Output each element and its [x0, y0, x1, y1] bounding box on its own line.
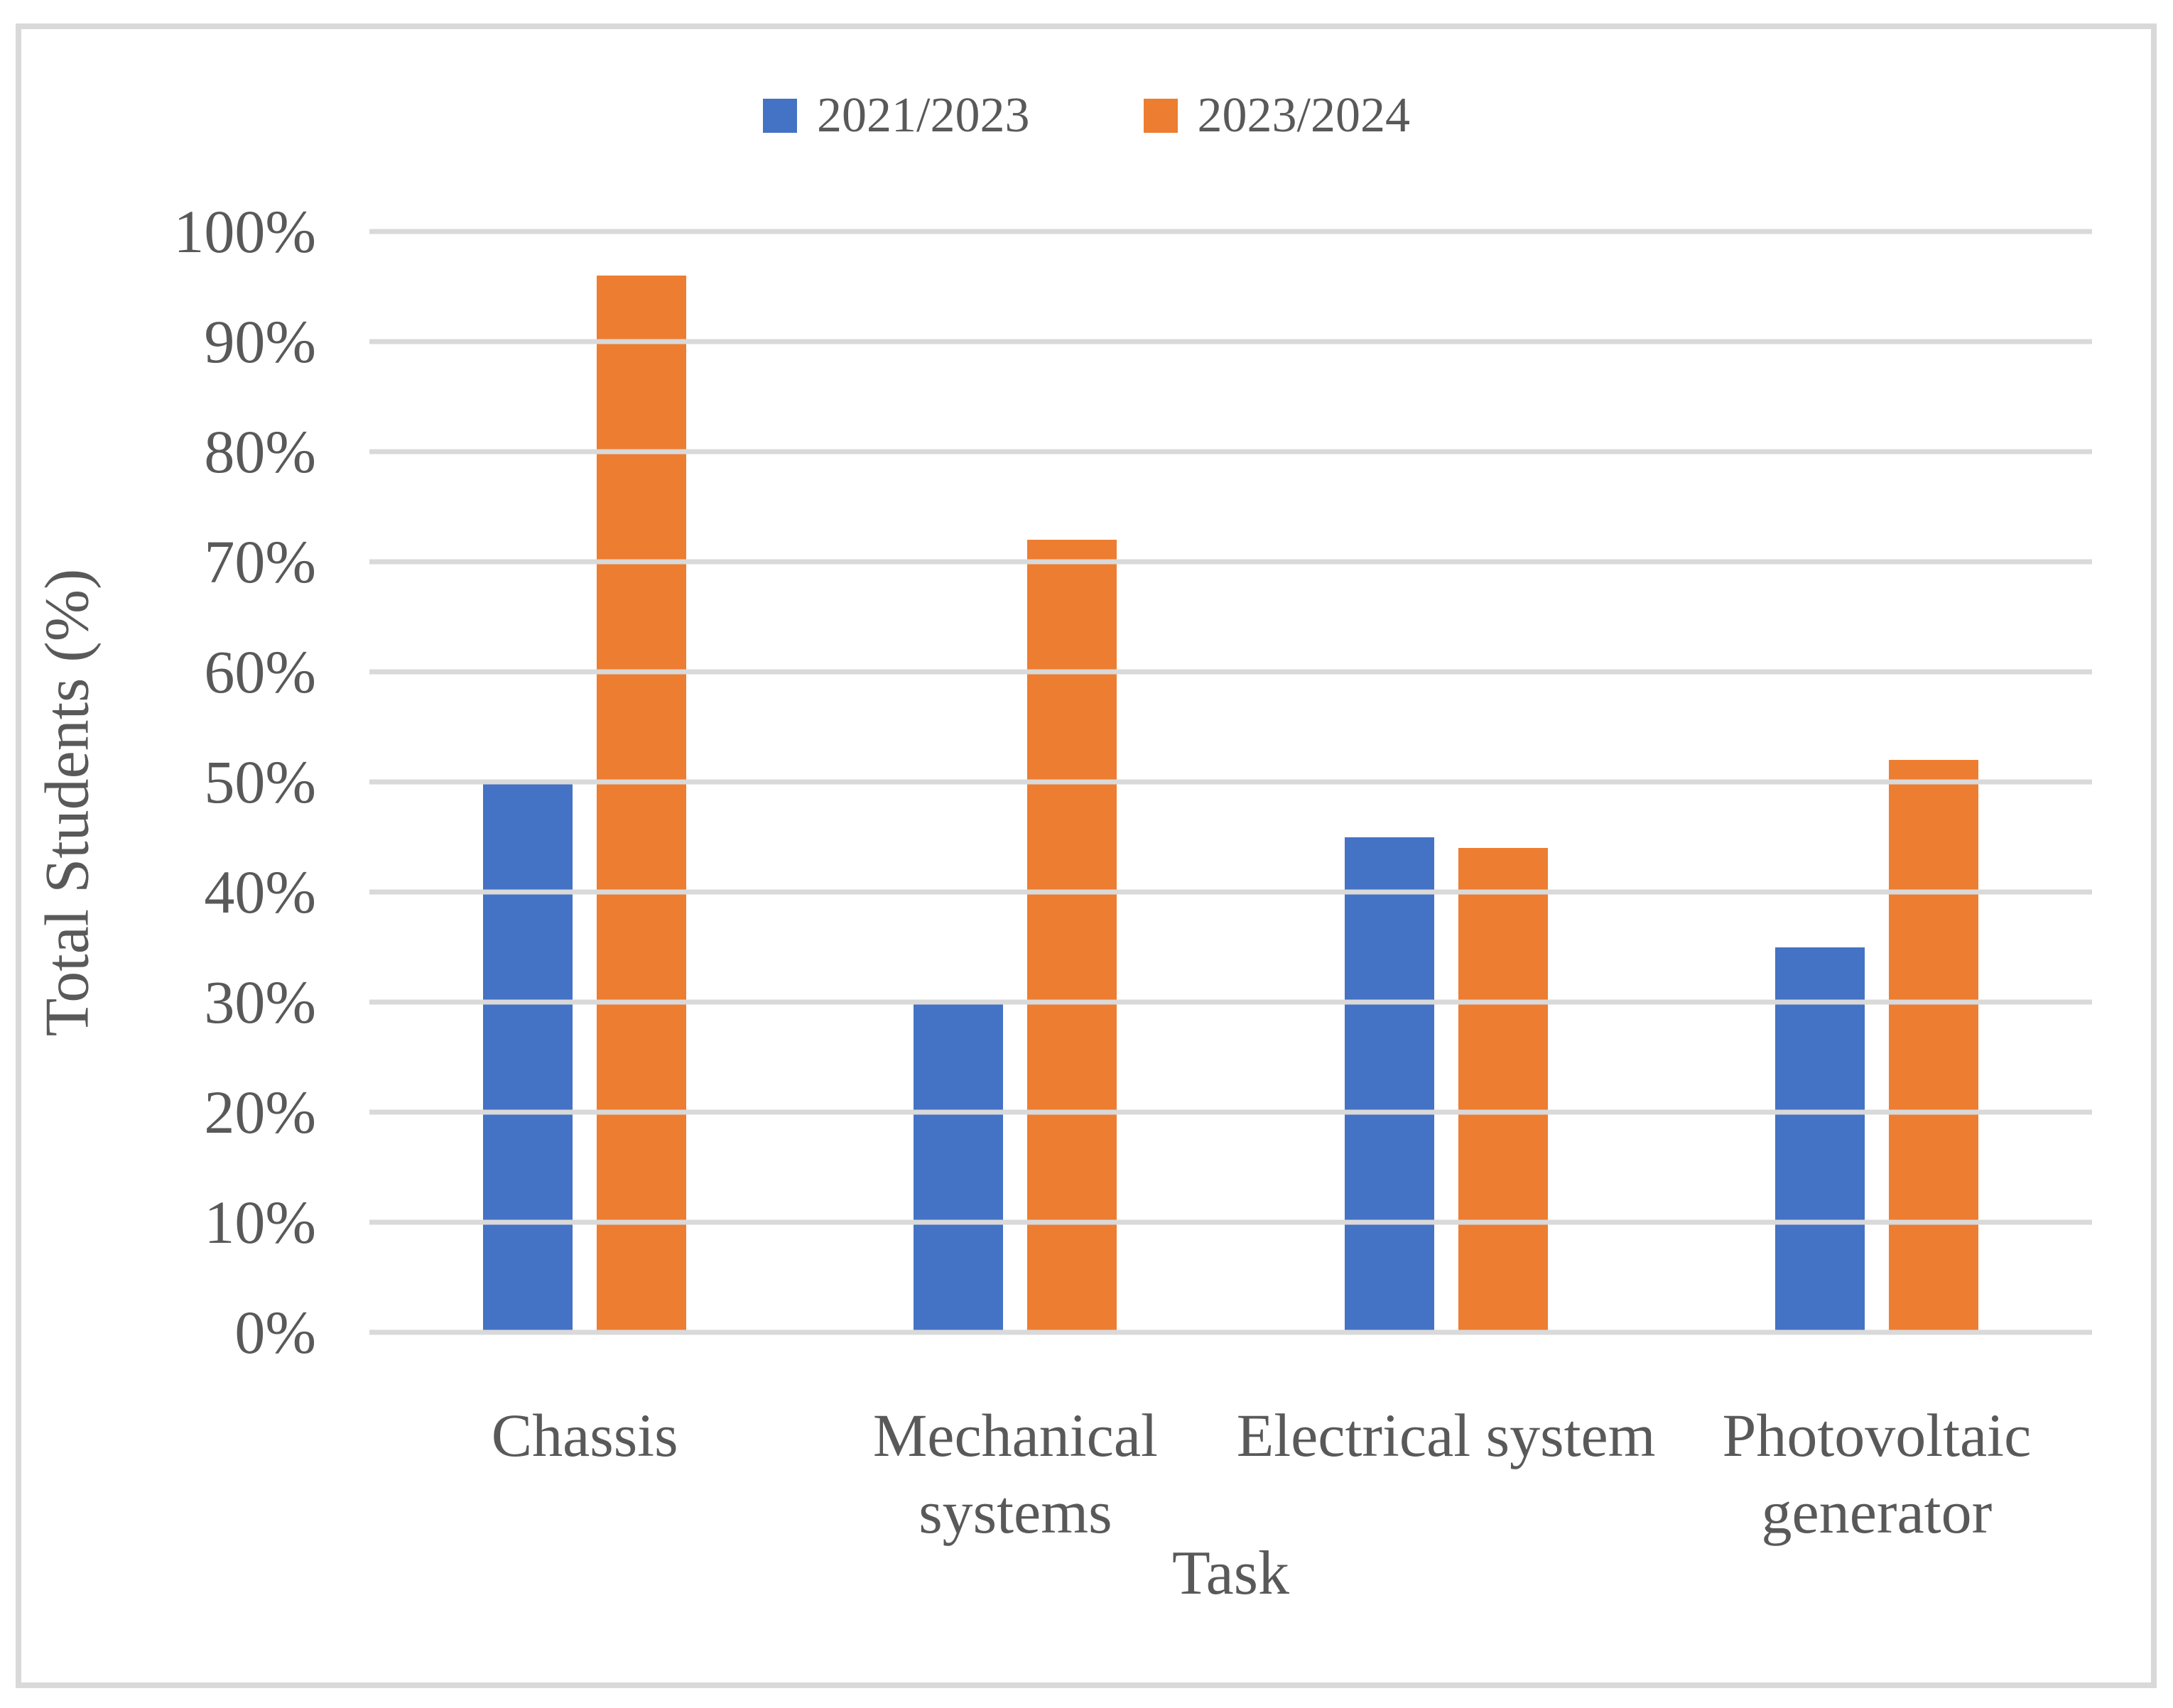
x-axis-category-labels: Chassis Mechanical systems Electrical syst…: [369, 1398, 2092, 1550]
gridline-20-: [369, 1109, 2092, 1115]
bar-2023-2024-mechanical-systems: [1027, 540, 1117, 1332]
y-tick-label-0-: 0%: [234, 1298, 316, 1366]
y-tick-label-50-: 50%: [204, 748, 316, 816]
legend-swatch-2021-2023: [763, 99, 798, 133]
y-tick-label-40-: 40%: [204, 858, 316, 926]
gridline-50-: [369, 779, 2092, 785]
legend-label-2023-2024: 2023/2024: [1197, 88, 1410, 143]
x-category-label-text: Chassis: [491, 1401, 678, 1469]
y-tick-label-70-: 70%: [204, 528, 316, 596]
bar-2021-2023-electrical-system: [1344, 837, 1434, 1332]
bar-2023-2024-photovoltaic-generator: [1888, 760, 1978, 1332]
y-tick-label-10-: 10%: [204, 1188, 316, 1256]
x-category-label-electrical-system: Electrical system: [1231, 1398, 1662, 1550]
legend-item-2021-2023: 2021/2023: [763, 88, 1030, 143]
x-category-label-text: Electrical system: [1236, 1401, 1656, 1469]
y-tick-label-80-: 80%: [204, 418, 316, 486]
legend-swatch-2023-2024: [1143, 99, 1178, 133]
x-category-label-chassis: Chassis: [369, 1398, 800, 1550]
y-tick-label-100-: 100%: [173, 197, 316, 266]
bar-2021-2023-chassis: [483, 782, 573, 1332]
legend: 2021/2023 2023/2024: [0, 91, 2173, 141]
y-axis-tick-labels: 100% 90% 80% 70% 60% 50% 40% 30% 20% 10% 0%: [0, 201, 316, 1363]
y-tick-label-20-: 20%: [204, 1078, 316, 1146]
gridline-90-: [369, 339, 2092, 344]
gridline-70-: [369, 559, 2092, 565]
y-tick-label-30-: 30%: [204, 968, 316, 1036]
y-tick-label-90-: 90%: [204, 308, 316, 376]
plot-area: [369, 229, 2092, 1335]
x-category-label-photovoltaic-generator: Photovoltaic generator: [1662, 1398, 2092, 1550]
x-category-label-text: Mechanical systems: [872, 1401, 1158, 1546]
gridline-40-: [369, 889, 2092, 895]
legend-label-2021-2023: 2021/2023: [817, 88, 1030, 143]
bar-group-electrical-system: [1231, 232, 1662, 1332]
bar-2023-2024-electrical-system: [1458, 848, 1548, 1332]
x-axis-title: Task: [1172, 1539, 1289, 1608]
x-category-label-mechanical-systems: Mechanical systems: [800, 1398, 1230, 1550]
gridline-10-: [369, 1219, 2092, 1225]
gridline-0-: [369, 1329, 2092, 1335]
legend-item-2023-2024: 2023/2024: [1143, 88, 1410, 143]
x-category-label-text: Photovoltaic generator: [1722, 1401, 2032, 1546]
bar-group-photovoltaic-generator: [1662, 232, 2092, 1332]
y-tick-label-60-: 60%: [204, 638, 316, 706]
gridline-60-: [369, 669, 2092, 675]
gridline-80-: [369, 449, 2092, 455]
bar-2023-2024-chassis: [597, 276, 687, 1332]
bar-2021-2023-photovoltaic-generator: [1774, 947, 1865, 1332]
bar-2021-2023-mechanical-systems: [914, 1002, 1004, 1332]
gridline-30-: [369, 999, 2092, 1005]
gridline-100-: [369, 229, 2092, 234]
